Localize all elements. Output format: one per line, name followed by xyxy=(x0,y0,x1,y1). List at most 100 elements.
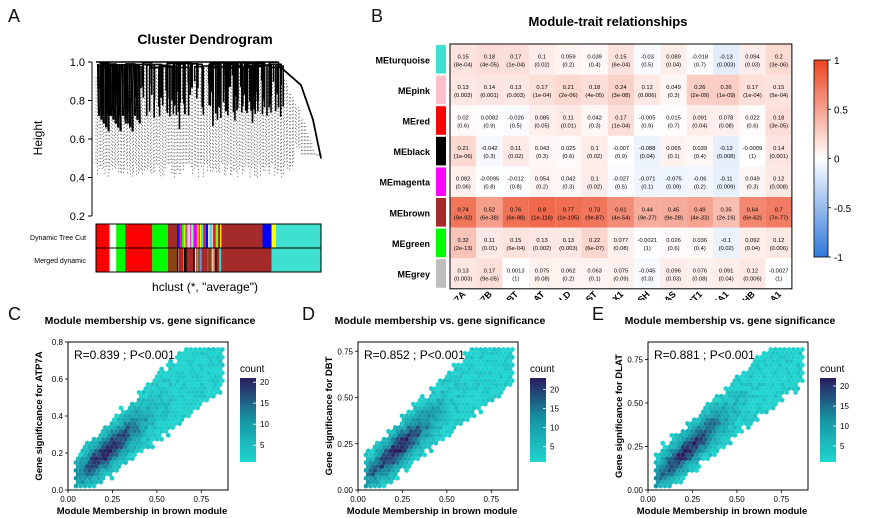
hexbin-cell xyxy=(465,417,470,423)
hexbin-cell xyxy=(114,421,119,427)
hexbin-cell xyxy=(449,428,454,434)
hexbin-cell xyxy=(467,405,472,411)
hexbin-cell xyxy=(197,346,203,353)
heatmap-cell-value: 0.022 xyxy=(745,116,760,122)
hexbin-cell xyxy=(496,354,502,360)
hexbin-cell xyxy=(163,421,169,427)
hexbin-cell xyxy=(483,393,488,399)
hexbin-cell xyxy=(217,389,223,395)
hexbin-cell xyxy=(696,417,702,423)
hexbin-cell xyxy=(139,432,144,438)
hexbin-cell xyxy=(667,444,672,450)
dendrogram-branch xyxy=(209,66,219,81)
heatmap-cell xyxy=(581,258,608,289)
hexbin-cell xyxy=(734,428,740,434)
heatmap-cell-value: -0.026 xyxy=(508,116,524,122)
heatmap-cell-value: -0.12 xyxy=(720,146,733,152)
hexbin-cell xyxy=(732,401,738,407)
hexbin-cell xyxy=(406,456,412,462)
hexbin-cell xyxy=(703,452,708,458)
heatmap-cell-value: 0.0082 xyxy=(481,116,499,122)
heatmap-cell xyxy=(739,44,766,75)
merged-module-stripe xyxy=(213,248,215,272)
legend-tick-label: 20 xyxy=(550,385,559,394)
merged-module-stripe xyxy=(183,248,186,272)
hexbin-cell xyxy=(712,436,717,442)
heatmap-cell-pvalue: (0.6) xyxy=(457,124,469,130)
hexbin-cell xyxy=(199,389,205,395)
hexbin-cell xyxy=(215,370,221,376)
hexbin-cell xyxy=(199,397,205,403)
hexbin-cell xyxy=(123,460,128,466)
hexbin-cell xyxy=(96,444,101,450)
dendrogram-branch xyxy=(132,63,137,116)
heatmap-cell-value: 0.049 xyxy=(745,177,760,183)
hexbin-cell xyxy=(168,397,173,403)
y-tick-label: 0.50 xyxy=(627,399,643,408)
hexbin-cell xyxy=(766,350,771,356)
hexbin-cell xyxy=(451,424,457,431)
hexbin-cell xyxy=(748,413,753,419)
row-color-swatch xyxy=(436,45,446,74)
hexbin-cell xyxy=(121,456,126,462)
hexbin-cell xyxy=(157,409,162,415)
hexbin-cell xyxy=(134,432,140,438)
hexbin-cell xyxy=(429,409,434,415)
hexbin-cell xyxy=(777,393,783,399)
module-stripe xyxy=(210,224,212,248)
hexbin-cell xyxy=(435,428,441,434)
heatmap-cell-value: -0.13 xyxy=(720,54,733,60)
hexbin-cell xyxy=(429,424,434,431)
hexbin-cell xyxy=(746,417,751,423)
hexbin-cell xyxy=(739,382,744,388)
hexbin-cell xyxy=(150,413,155,419)
hexbin-cell xyxy=(703,428,708,434)
hexbin-cell xyxy=(154,405,160,411)
y-tick-label: 1.0 xyxy=(70,57,85,69)
hexbin-cell xyxy=(480,366,486,372)
hexbin-cell xyxy=(766,366,771,372)
heatmap-cell xyxy=(502,135,529,167)
hexbin-cell xyxy=(420,432,425,438)
hexbin-cell xyxy=(694,444,699,450)
plot-frame xyxy=(647,341,809,491)
hexbin-cell xyxy=(768,354,774,360)
legend-tick-label: 20 xyxy=(840,382,849,391)
hexbin-cell xyxy=(404,421,409,427)
hexbin-cell xyxy=(465,362,470,368)
hexbin-cell xyxy=(87,475,92,481)
hexbin-cell xyxy=(656,471,661,477)
heatmap-cell-pvalue: (9e-92) xyxy=(454,215,473,221)
panel-letter-e: E xyxy=(592,304,605,324)
heatmap-cell-value: 0.085 xyxy=(535,116,550,122)
hexbin-cell xyxy=(725,397,731,403)
hexbin-cell xyxy=(404,452,409,458)
hexbin-cell xyxy=(393,471,398,477)
hexbin-cell xyxy=(712,444,717,450)
hexbin-cell xyxy=(782,354,787,360)
hexbin-cell xyxy=(716,444,722,450)
hexbin-cell xyxy=(741,393,747,399)
hexbin-cell xyxy=(712,413,717,419)
heatmap-cell xyxy=(660,166,687,197)
heatmap-cell xyxy=(765,166,792,197)
heatmap-colorbar: 10.50-0.5-1 xyxy=(813,56,852,264)
hexbin-cell xyxy=(166,370,171,376)
hexbin-cell xyxy=(658,452,663,458)
hexbin-cell xyxy=(179,385,185,392)
hexbin-cell xyxy=(683,448,688,454)
hexbin-cell xyxy=(399,452,405,458)
hexbin-cell xyxy=(199,382,205,388)
row-label-mepink: MEpink xyxy=(398,86,431,96)
row-color-swatch xyxy=(436,136,446,166)
hexbin-cell xyxy=(366,448,371,454)
hexbin-cell xyxy=(372,475,378,481)
hexbin-cell xyxy=(788,374,794,380)
hexbin-cell xyxy=(103,440,108,446)
hexbin-cell xyxy=(197,354,203,360)
hexbin-cell xyxy=(152,393,158,399)
hexbin-cell xyxy=(163,389,169,395)
hexbin-cell xyxy=(752,397,758,403)
hexbin-cell xyxy=(480,382,486,388)
hexbin-cell xyxy=(716,421,722,427)
